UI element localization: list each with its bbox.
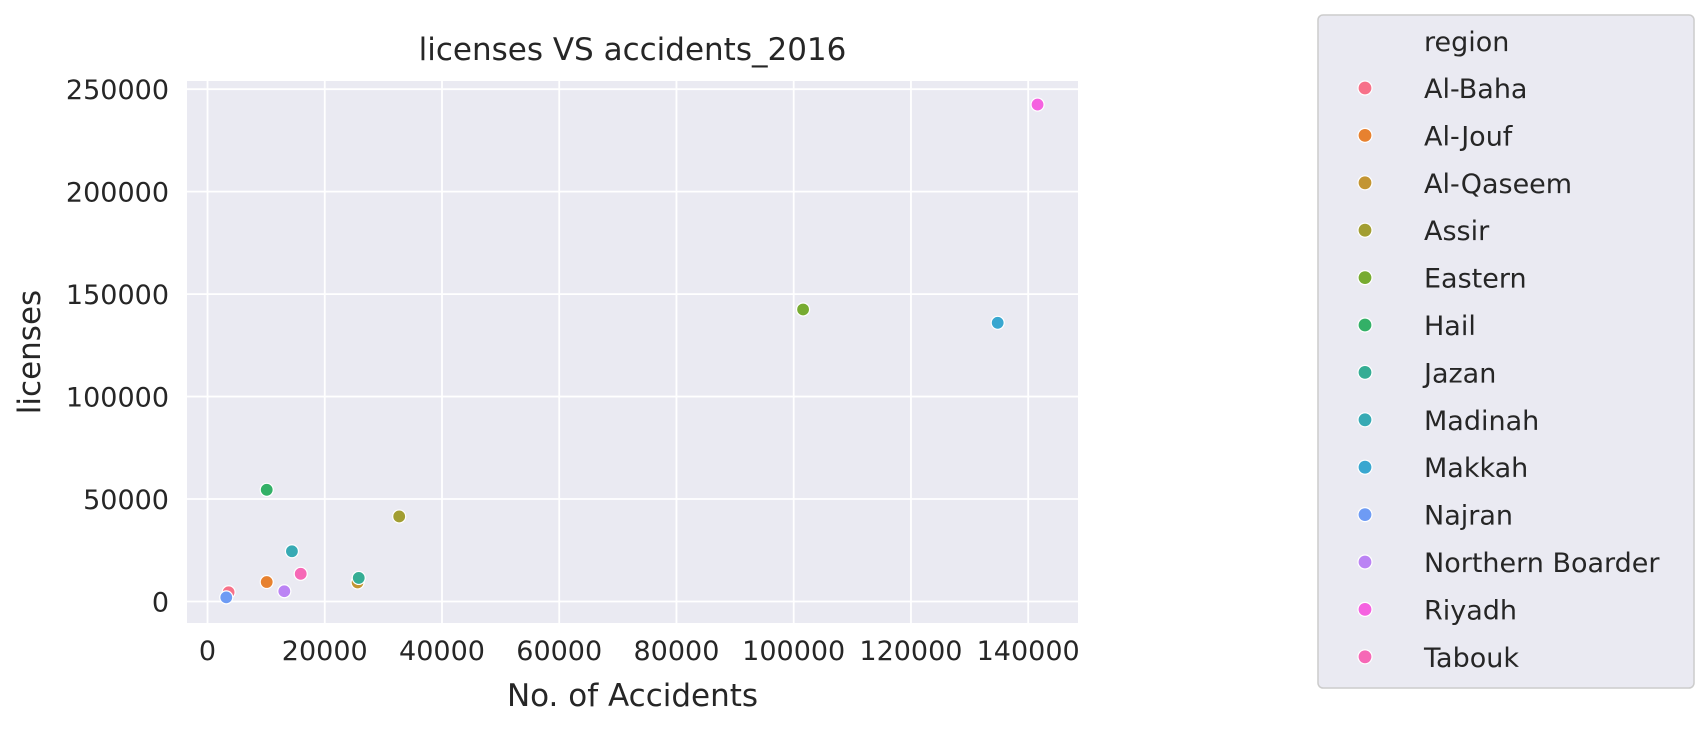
- legend-label: Makkah: [1424, 453, 1528, 484]
- legend-items: Al-Baha Al-Jouf Al-Qaseem Assir Eastern Hail J…: [1357, 74, 1660, 674]
- legend-label: Jazan: [1422, 358, 1496, 389]
- legend-label: Eastern: [1424, 264, 1527, 295]
- y-tick-label: 150000: [66, 280, 169, 311]
- data-point: [284, 544, 300, 559]
- y-tick-labels: 0 50000 100000 150000 200000 250000: [66, 75, 169, 618]
- legend-marker: [1357, 127, 1373, 143]
- legend-marker: [1357, 80, 1373, 96]
- legend-marker: [1357, 222, 1373, 238]
- chart-title: licenses VS accidents_2016: [419, 32, 847, 68]
- legend-marker: [1357, 506, 1373, 523]
- legend-marker: [1357, 554, 1373, 570]
- legend-label: Al-Qaseem: [1424, 169, 1572, 200]
- plot-area: [187, 81, 1078, 623]
- x-tick-label: 60000: [516, 636, 602, 667]
- legend-marker: [1357, 175, 1373, 191]
- y-tick-label: 200000: [66, 178, 169, 209]
- x-tick-label: 20000: [282, 636, 368, 667]
- y-tick-label: 250000: [66, 75, 169, 106]
- y-tick-label: 0: [152, 587, 169, 618]
- x-axis-title: No. of Accidents: [507, 678, 758, 714]
- data-point: [795, 302, 811, 317]
- legend-label: Najran: [1424, 501, 1513, 532]
- legend-label: Northern Boarder: [1424, 548, 1660, 579]
- data-point: [1030, 97, 1045, 112]
- legend-label: Al-Baha: [1424, 74, 1527, 105]
- legend-marker: [1357, 270, 1373, 286]
- legend-marker: [1357, 649, 1373, 665]
- data-point: [277, 584, 292, 599]
- y-axis-title: licenses: [12, 290, 48, 414]
- x-tick-label: 100000: [742, 636, 845, 667]
- legend-label: Hail: [1424, 311, 1476, 342]
- x-tick-label: 80000: [634, 636, 720, 667]
- data-point: [259, 482, 274, 497]
- y-tick-label: 50000: [83, 485, 169, 516]
- legend-title: region: [1424, 27, 1509, 58]
- legend-label: Assir: [1424, 216, 1490, 247]
- data-point: [990, 315, 1005, 330]
- data-point: [259, 574, 274, 590]
- data-points: [219, 97, 1045, 605]
- y-tick-label: 100000: [66, 383, 169, 414]
- legend-marker: [1357, 317, 1373, 333]
- data-point: [293, 566, 308, 581]
- legend-label: Riyadh: [1424, 595, 1517, 626]
- legend-marker: [1357, 459, 1373, 475]
- legend-label: Madinah: [1424, 406, 1539, 437]
- legend-box: [1317, 14, 1695, 689]
- x-tick-label: 0: [199, 636, 216, 667]
- data-point: [392, 509, 407, 524]
- legend-label: Al-Jouf: [1424, 121, 1514, 152]
- legend-marker: [1357, 601, 1373, 618]
- legend: region Al-Baha Al-Jouf Al-Qaseem Assir Easte…: [1317, 14, 1695, 689]
- legend-marker: [1357, 364, 1373, 380]
- grid-lines: [187, 81, 1078, 623]
- data-point: [219, 590, 234, 605]
- x-tick-label: 120000: [859, 636, 962, 667]
- legend-label: Tabouk: [1423, 643, 1519, 674]
- x-tick-labels: 0 20000 40000 60000 80000 100000 120000 140000: [199, 636, 1080, 667]
- x-tick-label: 140000: [977, 636, 1080, 667]
- data-point: [351, 570, 366, 586]
- legend-marker: [1357, 412, 1373, 428]
- x-tick-label: 40000: [399, 636, 485, 667]
